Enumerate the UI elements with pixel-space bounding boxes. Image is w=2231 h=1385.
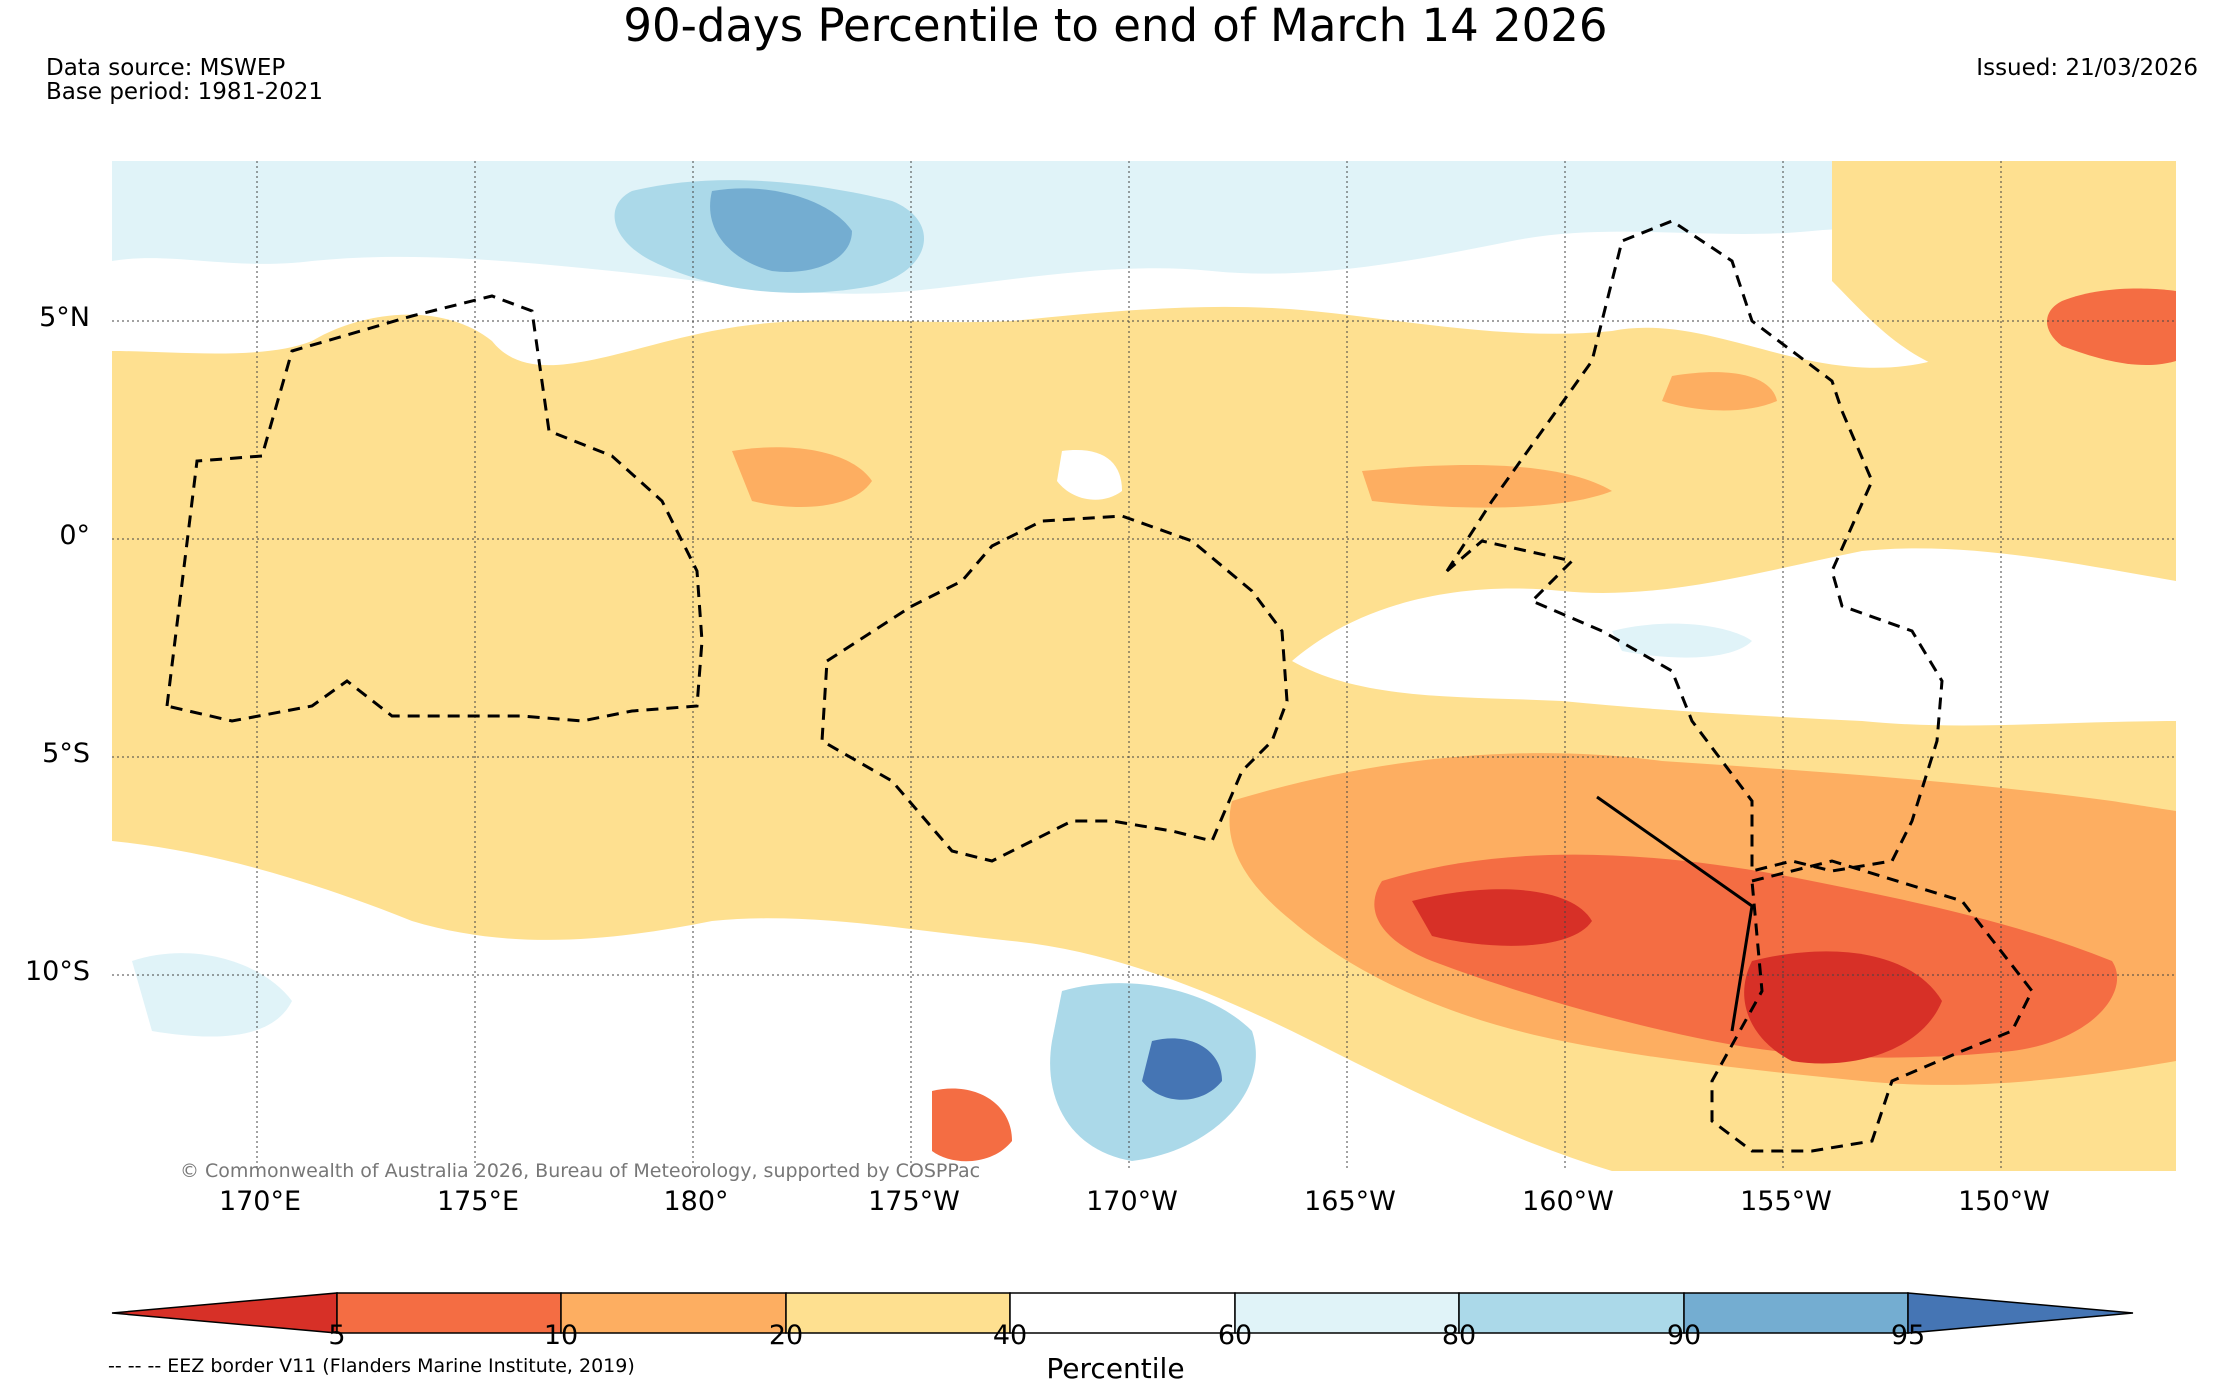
lon-label-150w: 150°W [1958, 1186, 2050, 1217]
data-source: Data source: MSWEP [46, 55, 286, 81]
lon-label-180: 180° [663, 1186, 729, 1217]
colorbar-segment [1234, 1292, 1460, 1334]
colorbar-segment [785, 1292, 1011, 1334]
small-dry-patch [932, 1088, 1012, 1162]
lon-label-175e: 175°E [436, 1186, 520, 1217]
colorbar-tick: 20 [768, 1320, 804, 1351]
south-extreme-wet-patch [1142, 1038, 1222, 1100]
lon-label-170w: 170°W [1086, 1186, 1178, 1217]
lon-label-160w: 160°W [1522, 1186, 1614, 1217]
map-title: 90-days Percentile to end of March 14 20… [623, 0, 1608, 52]
precipitation-percentile-map [112, 161, 2176, 1171]
copyright-notice: © Commonwealth of Australia 2026, Bureau… [180, 1160, 981, 1182]
colorbar-segment [1458, 1292, 1685, 1334]
lon-label-165w: 165°W [1304, 1186, 1396, 1217]
colorbar-tick: 80 [1441, 1320, 1477, 1351]
east-dry-streak [1362, 465, 1612, 508]
central-wet-patch [1612, 623, 1752, 658]
central-dry-patch [732, 447, 872, 507]
eez-legend-note: -- -- -- EEZ border V11 (Flanders Marine… [108, 1355, 635, 1377]
colorbar-tick: 10 [543, 1320, 579, 1351]
colorbar-tick: 60 [1217, 1320, 1253, 1351]
lon-label-155w: 155°W [1740, 1186, 1832, 1217]
eez-tokelau-border [820, 514, 1289, 863]
graticule [112, 161, 2176, 1171]
colorbar-segment [1009, 1292, 1236, 1334]
issued-date: Issued: 21/03/2026 [1976, 55, 2198, 81]
south-extreme-patch-west [1412, 889, 1592, 946]
colorbar-segment [1683, 1292, 1909, 1334]
lat-label-5s: 5°S [42, 738, 90, 769]
north-very-wet-patch [710, 188, 852, 272]
south-extreme-patch-east [1744, 951, 1942, 1064]
lon-label-175w: 175°W [868, 1186, 960, 1217]
map-canvas [112, 161, 2176, 1171]
eez-phoenix-border [1445, 219, 1944, 873]
eez-borders [165, 219, 2034, 1153]
colorbar [111, 1292, 2134, 1334]
base-period: Base period: 1981-2021 [46, 79, 324, 105]
lat-label-10s: 10°S [25, 956, 90, 987]
lat-label-5n: 5°N [39, 302, 90, 333]
lon-label-170e: 170°E [218, 1186, 302, 1217]
colorbar-tick: 40 [992, 1320, 1028, 1351]
eez-tuvalu-border [165, 294, 704, 723]
colorbar-segment [336, 1292, 562, 1334]
sw-wet-patch [132, 953, 292, 1037]
colorbar-tick: 90 [1666, 1320, 1702, 1351]
lat-label-0: 0° [59, 520, 90, 551]
ne-dry-streak [1662, 372, 1777, 411]
colorbar-tick: 5 [328, 1320, 346, 1351]
central-neutral-patch [1057, 450, 1122, 500]
colorbar-segment [1907, 1292, 2134, 1334]
ne-very-dry-patch [2047, 288, 2176, 366]
colorbar-tick: 95 [1890, 1320, 1926, 1351]
solid-boundary [1596, 795, 1754, 1032]
